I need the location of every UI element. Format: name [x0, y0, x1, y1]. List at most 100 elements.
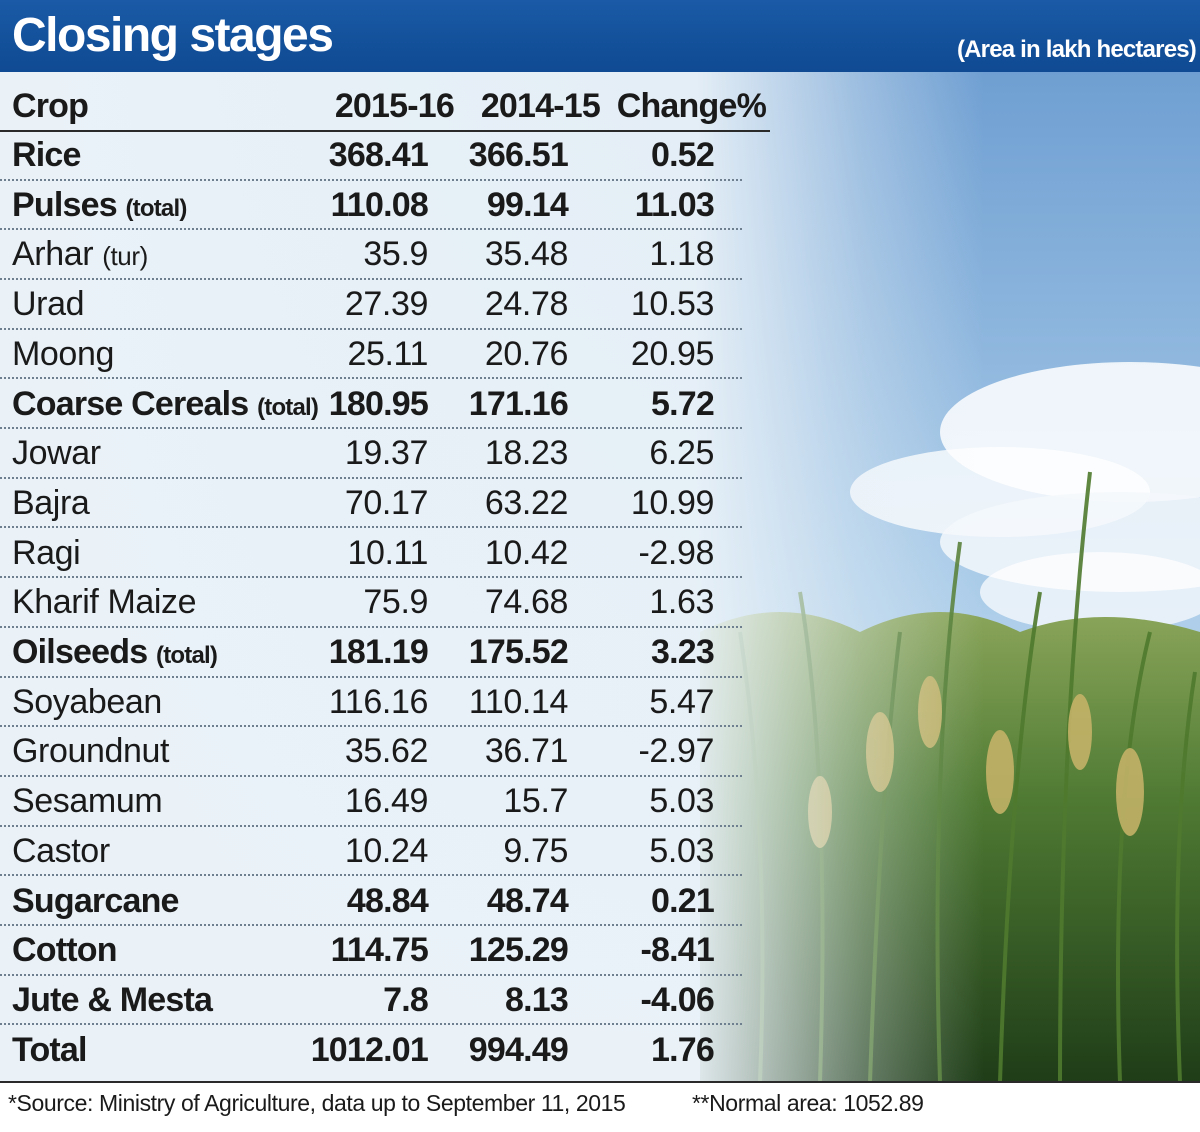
value-2014-15: 9.75	[503, 831, 568, 870]
row-divider	[0, 526, 742, 529]
chart-title: Closing stages	[12, 9, 334, 62]
value-2014-15: 125.29	[468, 931, 569, 970]
row-divider	[0, 576, 742, 579]
crop-name: Pulses (total)	[12, 181, 187, 231]
crop-label: Urad	[12, 285, 85, 324]
crop-name: Castor	[12, 827, 110, 877]
table-row: Oilseeds (total) 181.19 175.52 3.23	[0, 628, 770, 678]
crop-name: Moong	[12, 330, 114, 380]
row-divider	[0, 973, 742, 976]
row-divider	[0, 725, 742, 728]
value-2015-16: 10.11	[347, 533, 428, 572]
value-2014-15: 994.49	[468, 1030, 569, 1069]
crop-qualifier: (total)	[257, 393, 319, 421]
table-row: Urad 27.39 24.78 10.53	[0, 280, 770, 330]
crop-name: Total	[12, 1026, 87, 1076]
table-row: Bajra 70.17 63.22 10.99	[0, 479, 770, 529]
crop-label: Arhar	[12, 235, 94, 274]
crop-name: Arhar (tur)	[12, 230, 148, 280]
value-change-percent: 1.76	[651, 1030, 715, 1069]
title-bar: Closing stages (Area in lakh hectares)	[0, 0, 1200, 72]
crop-area-table: Crop 2015-16 2014-15 Change% Rice 368.41 3…	[0, 72, 770, 1080]
value-change-percent: 1.18	[649, 235, 714, 274]
value-2014-15: 63.22	[484, 483, 568, 522]
value-2015-16: 35.62	[344, 732, 428, 771]
crop-label: Coarse Cereals	[12, 384, 249, 423]
value-change-percent: 11.03	[634, 185, 715, 224]
value-2015-16: 75.9	[363, 583, 428, 622]
crop-name: Ragi	[12, 529, 81, 579]
value-2015-16: 70.17	[344, 483, 428, 522]
source-note: *Source: Ministry of Agriculture, data u…	[8, 1090, 626, 1116]
unit-note: (Area in lakh hectares)	[956, 36, 1197, 63]
crop-label: Moong	[12, 334, 114, 373]
value-change-percent: 5.03	[649, 782, 714, 821]
crop-name: Cotton	[12, 926, 118, 976]
value-2014-15: 15.7	[503, 782, 568, 821]
value-change-percent: 10.99	[630, 483, 714, 522]
crop-label: Oilseeds	[12, 633, 148, 671]
value-2014-15: 35.48	[484, 235, 568, 274]
value-2014-15: 36.71	[484, 732, 568, 771]
value-2014-15: 74.68	[484, 583, 568, 622]
crop-name: Groundnut	[12, 727, 169, 777]
row-divider	[0, 824, 742, 827]
table-row: Sugarcane 48.84 48.74 0.21	[0, 877, 770, 927]
crop-label: Ragi	[12, 533, 81, 572]
column-header-2015-16: 2015-16	[334, 87, 455, 125]
table-row: Jute & Mesta 7.8 8.13 -4.06	[0, 976, 770, 1026]
row-divider	[0, 377, 742, 380]
row-divider	[0, 874, 742, 877]
crop-label: Rice	[12, 136, 81, 174]
table-row: Kharif Maize 75.9 74.68 1.63	[0, 578, 770, 628]
row-divider	[0, 625, 742, 628]
crop-name: Sesamum	[12, 777, 163, 827]
value-change-percent: 3.23	[651, 633, 715, 671]
crop-name: Bajra	[12, 479, 90, 529]
crop-label: Total	[12, 1030, 87, 1069]
value-2015-16: 27.39	[344, 285, 428, 324]
value-change-percent: 5.47	[649, 682, 714, 721]
value-2015-16: 181.19	[328, 633, 429, 671]
value-2015-16: 19.37	[344, 434, 428, 473]
crop-label: Kharif Maize	[12, 583, 197, 622]
table-row: Arhar (tur) 35.9 35.48 1.18	[0, 230, 770, 280]
table-row: Castor 10.24 9.75 5.03	[0, 827, 770, 877]
value-2015-16: 114.75	[330, 931, 429, 970]
row-divider	[0, 1023, 742, 1026]
column-header-crop: Crop	[12, 87, 89, 125]
value-change-percent: 5.03	[649, 831, 714, 870]
value-2015-16: 116.16	[328, 682, 428, 721]
crop-name: Urad	[12, 280, 85, 330]
value-change-percent: -2.97	[638, 732, 715, 771]
row-divider	[0, 178, 742, 181]
crop-name: Oilseeds (total)	[12, 628, 218, 678]
crop-label: Castor	[12, 831, 110, 870]
table-row: Moong 25.11 20.76 20.95	[0, 330, 770, 380]
value-change-percent: 6.25	[649, 434, 714, 473]
value-2015-16: 48.84	[346, 881, 429, 920]
crop-label: Cotton	[12, 931, 118, 970]
value-change-percent: -8.41	[640, 931, 715, 970]
value-2015-16: 10.24	[344, 831, 428, 870]
row-divider	[0, 427, 742, 430]
value-2015-16: 25.11	[347, 334, 428, 373]
value-change-percent: 0.21	[651, 881, 715, 920]
crop-label: Jute & Mesta	[12, 980, 213, 1019]
value-2015-16: 35.9	[363, 235, 428, 274]
crop-qualifier: (total)	[156, 642, 218, 669]
table-row: Jowar 19.37 18.23 6.25	[0, 429, 770, 479]
value-2014-15: 48.74	[486, 881, 569, 920]
crop-name: Jowar	[12, 429, 101, 479]
value-2015-16: 1012.01	[310, 1030, 429, 1069]
crop-qualifier: (total)	[125, 194, 187, 222]
row-divider	[0, 277, 742, 280]
value-change-percent: 20.95	[630, 334, 714, 373]
table-row: Pulses (total) 110.08 99.14 11.03	[0, 181, 770, 231]
column-header-change: Change%	[616, 87, 767, 125]
row-divider	[0, 476, 742, 479]
table-row: Sesamum 16.49 15.7 5.03	[0, 777, 770, 827]
normal-area-note: **Normal area: 1052.89	[692, 1090, 924, 1116]
header-rule	[0, 130, 770, 132]
value-change-percent: -2.98	[638, 533, 715, 572]
